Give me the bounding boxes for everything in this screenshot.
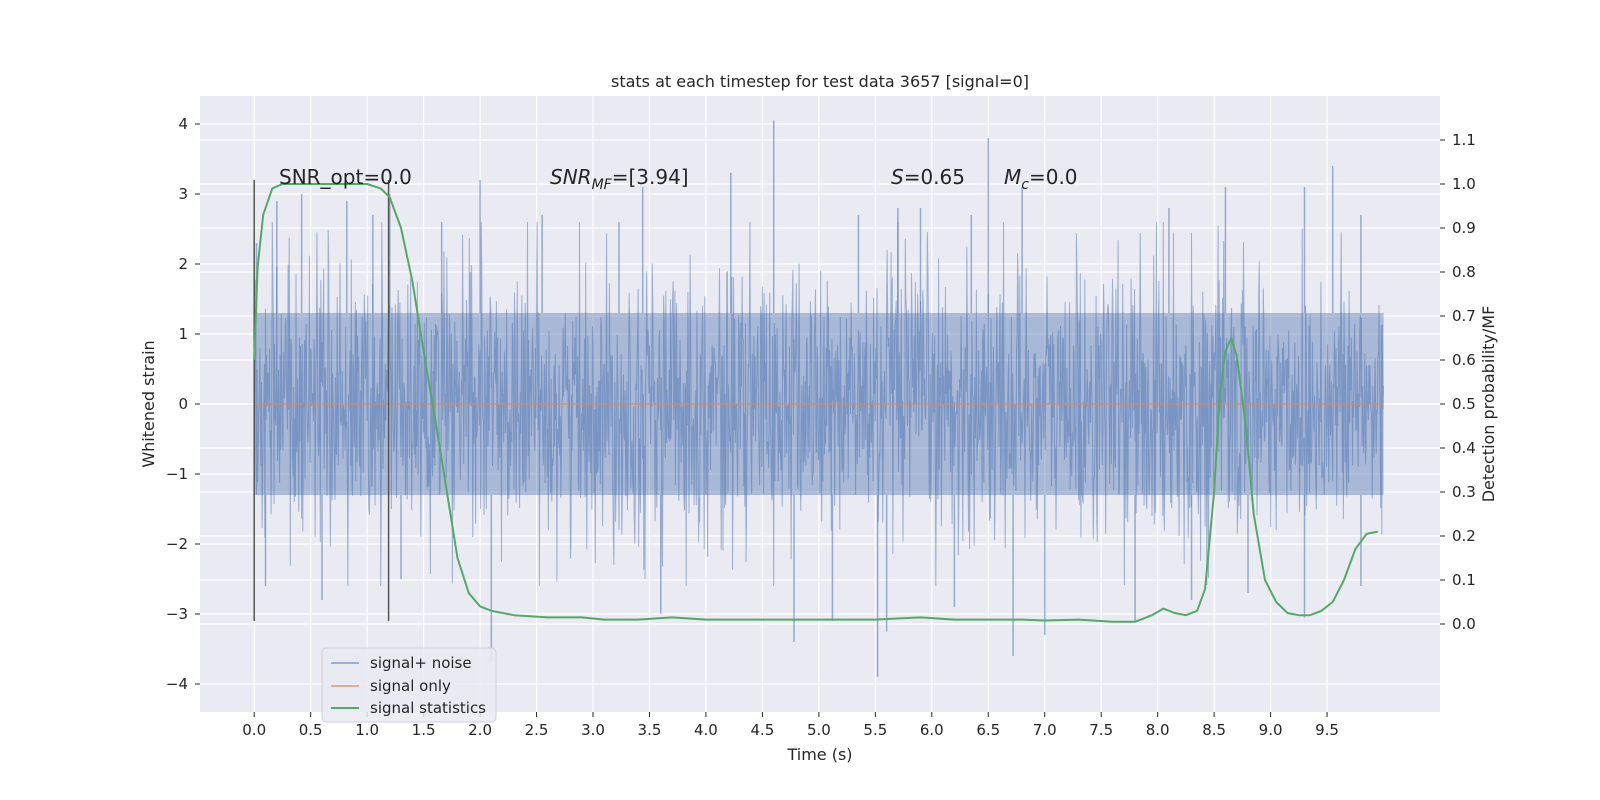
x-tick-label-3: 1.5 — [412, 721, 436, 739]
y-left-tick-label-4: 0 — [178, 395, 188, 413]
annotation-snr-mf-sub: MF — [592, 177, 613, 193]
y-axis-left-label: Whitened strain — [139, 340, 158, 467]
annotation-mc-value: =0.0 — [1029, 165, 1078, 189]
chart-title: stats at each timestep for test data 365… — [611, 72, 1029, 91]
y-left-tick-label-2: −2 — [166, 535, 188, 553]
x-tick-label-16: 8.0 — [1146, 721, 1170, 739]
statistics-curve — [253, 183, 1379, 623]
x-tick-label-1: 0.5 — [299, 721, 323, 739]
series-signal-statistics — [253, 183, 1379, 623]
annotation-snr-mf-main: SNR — [550, 165, 592, 189]
y-right-tick-label-7: 0.7 — [1452, 307, 1476, 325]
y-left-tick-label-6: 2 — [178, 255, 188, 273]
y-right-tick-label-11: 1.1 — [1452, 131, 1476, 149]
y-axis-left: −4 −3 −2 −1 0 1 2 3 4 — [166, 115, 200, 693]
annotation-snr-mf: SNRMF=[3.94] — [550, 165, 689, 193]
legend-label-signal-statistics: signal statistics — [370, 699, 486, 717]
y-right-tick-label-4: 0.4 — [1452, 439, 1476, 457]
noise-trace — [253, 221, 1384, 587]
x-tick-label-2: 1.0 — [355, 721, 379, 739]
y-right-tick-label-2: 0.2 — [1452, 527, 1476, 545]
y-right-tick-label-6: 0.6 — [1452, 351, 1476, 369]
vertical-markers — [253, 180, 390, 621]
legend-label-signal-noise: signal+ noise — [370, 654, 472, 672]
x-tick-label-12: 6.0 — [920, 721, 944, 739]
x-tick-label-15: 7.5 — [1089, 721, 1113, 739]
annotation-s-label: S — [891, 165, 904, 189]
x-tick-label-13: 6.5 — [976, 721, 1000, 739]
legend-box — [321, 647, 497, 723]
x-axis: 0.0 0.5 1.0 1.5 2.0 2.5 3.0 3.5 4.0 4.5 5.0 5.5 6.0 6… — [242, 712, 1339, 739]
x-tick-label-0: 0.0 — [242, 721, 266, 739]
annotations: SNR_opt=0.0 SNRMF=[3.94] S=0.65 Mc=0.0 — [279, 165, 1078, 193]
legend-label-signal-only: signal only — [370, 677, 451, 695]
annotation-mc-sub: c — [1021, 177, 1029, 193]
x-tick-label-11: 5.5 — [863, 721, 887, 739]
y-left-tick-label-1: −3 — [166, 605, 188, 623]
annotation-s: S=0.65 — [891, 165, 965, 189]
x-tick-label-9: 4.5 — [750, 721, 774, 739]
y-left-tick-label-7: 3 — [178, 185, 188, 203]
annotation-snr-opt: SNR_opt=0.0 — [279, 165, 412, 189]
x-tick-label-19: 9.5 — [1315, 721, 1339, 739]
y-right-tick-label-10: 1.0 — [1452, 175, 1476, 193]
annotation-s-value: =0.65 — [904, 165, 965, 189]
x-tick-label-17: 8.5 — [1202, 721, 1226, 739]
y-right-tick-label-3: 0.3 — [1452, 483, 1476, 501]
x-axis-label: Time (s) — [786, 745, 852, 764]
annotation-snr-mf-value: =[3.94] — [612, 165, 689, 189]
y-right-tick-label-9: 0.9 — [1452, 219, 1476, 237]
y-axis-right-label: Detection probability/MF — [1479, 306, 1498, 503]
x-tick-label-14: 7.0 — [1033, 721, 1057, 739]
x-tick-label-18: 9.0 — [1259, 721, 1283, 739]
y-axis-right: 0.0 0.1 0.2 0.3 0.4 0.5 0.6 0.7 0.8 0.9 1.0 1.1 — [1440, 131, 1476, 633]
annotation-mc-main: M — [1004, 165, 1021, 189]
y-left-tick-label-0: −4 — [166, 675, 188, 693]
x-tick-label-5: 2.5 — [525, 721, 549, 739]
x-tick-label-7: 3.5 — [638, 721, 662, 739]
y-right-tick-label-1: 0.1 — [1452, 571, 1476, 589]
y-right-tick-label-0: 0.0 — [1452, 615, 1476, 633]
y-right-tick-label-5: 0.5 — [1452, 395, 1476, 413]
x-tick-label-6: 3.0 — [581, 721, 605, 739]
x-tick-label-4: 2.0 — [468, 721, 492, 739]
x-tick-label-10: 5.0 — [807, 721, 831, 739]
x-tick-label-8: 4.0 — [694, 721, 718, 739]
legend: signal+ noise signal only signal statist… — [321, 647, 497, 723]
y-left-tick-label-8: 4 — [178, 115, 188, 133]
y-left-tick-label-5: 1 — [178, 325, 188, 343]
y-right-tick-label-8: 0.8 — [1452, 263, 1476, 281]
annotation-mc: Mc=0.0 — [1004, 165, 1078, 193]
y-left-tick-label-3: −1 — [166, 465, 188, 483]
